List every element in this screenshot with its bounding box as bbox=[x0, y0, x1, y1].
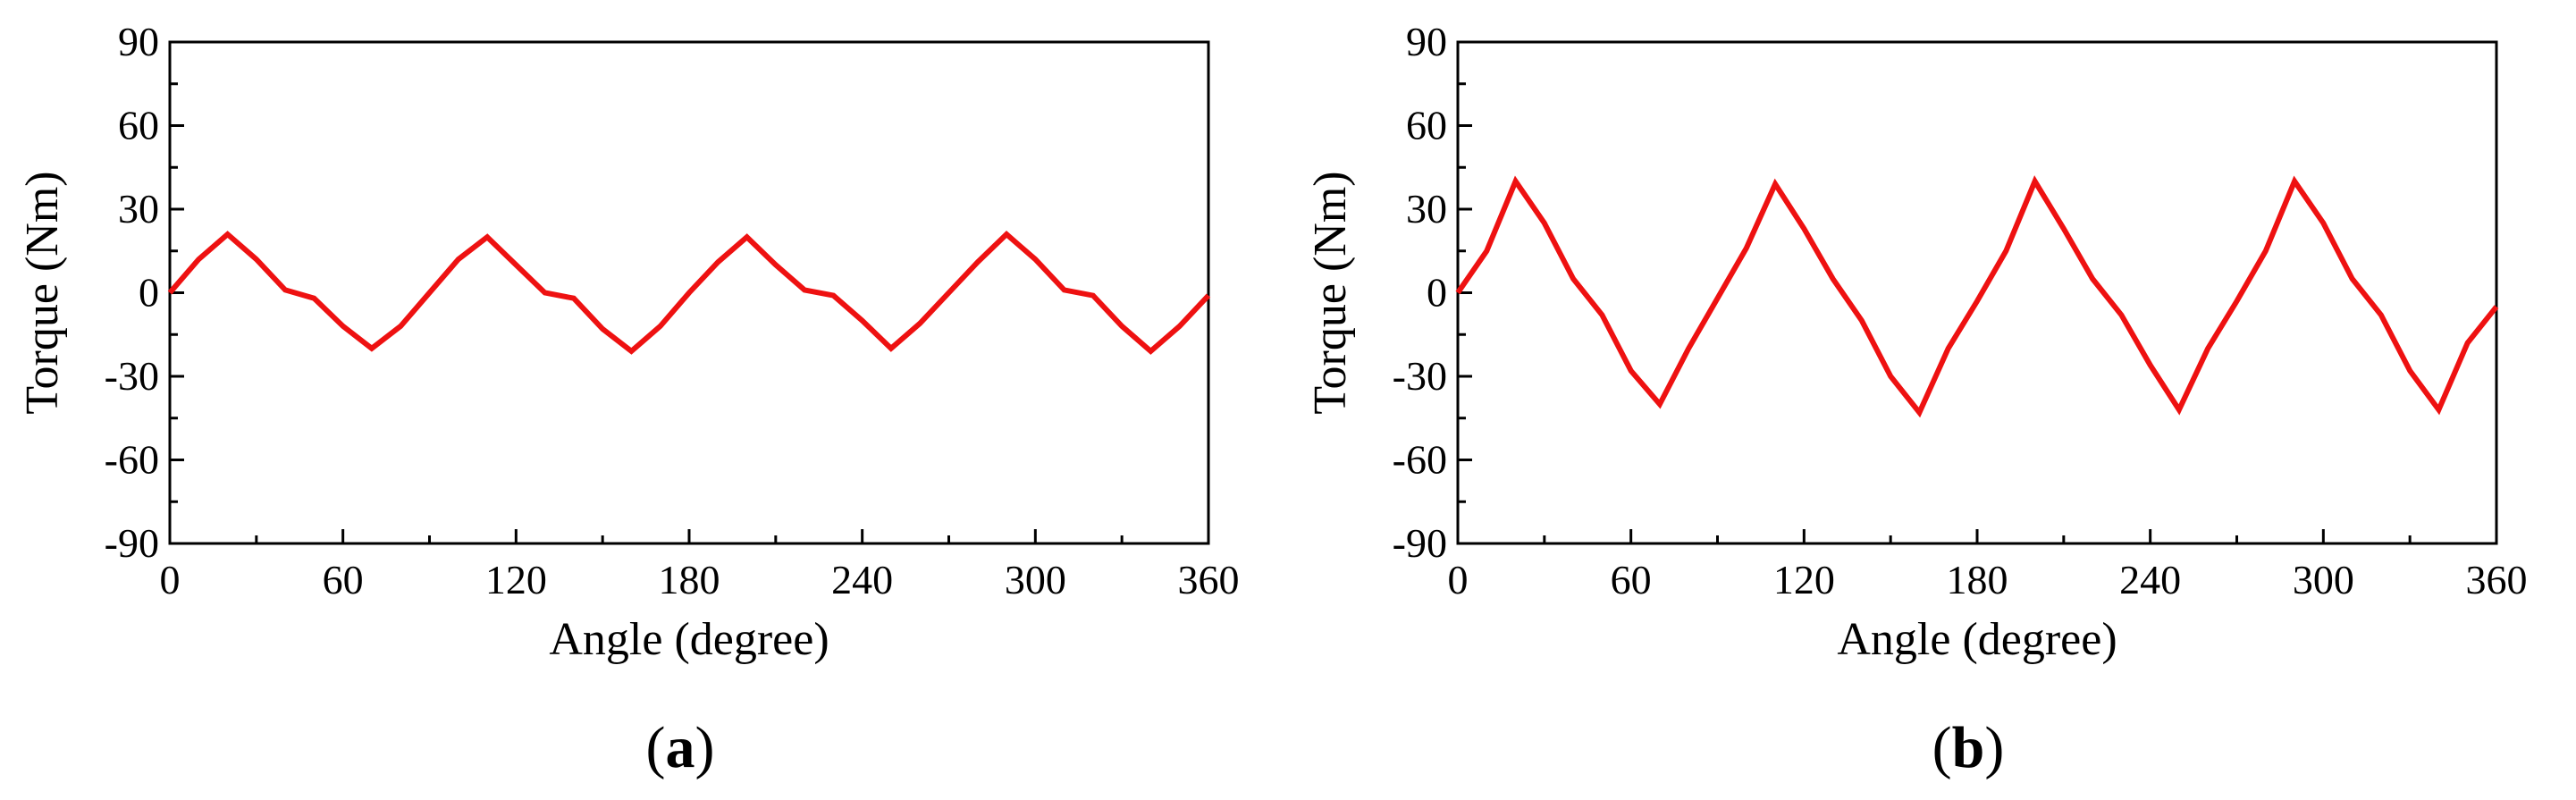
x-tick-label: 240 bbox=[2119, 557, 2181, 602]
plot-frame bbox=[1456, 40, 2498, 545]
y-axis-title: Torque (Nm) bbox=[17, 171, 68, 414]
x-tick-label: 0 bbox=[160, 557, 181, 602]
y-tick-label: -30 bbox=[105, 353, 159, 399]
x-tick-label: 180 bbox=[1947, 557, 2008, 602]
y-tick-label: 90 bbox=[1406, 19, 1447, 64]
x-tick-label: 60 bbox=[1611, 557, 1652, 602]
x-tick-label: 360 bbox=[1178, 557, 1240, 602]
x-tick-label: 300 bbox=[2293, 557, 2354, 602]
panel-label: (b) bbox=[1932, 715, 2005, 780]
x-tick-label: 120 bbox=[485, 557, 547, 602]
y-tick-label: 60 bbox=[118, 103, 159, 148]
y-tick-label: -60 bbox=[1393, 437, 1447, 483]
x-axis-title: Angle (degree) bbox=[549, 614, 829, 665]
y-tick-label: -60 bbox=[105, 437, 159, 483]
x-tick-label: 120 bbox=[1773, 557, 1835, 602]
x-tick-label: 360 bbox=[2466, 557, 2528, 602]
y-axis-title: Torque (Nm) bbox=[1305, 171, 1356, 414]
x-tick-label: 0 bbox=[1448, 557, 1469, 602]
torque-series-line bbox=[1455, 175, 2499, 418]
x-tick-label: 60 bbox=[323, 557, 364, 602]
y-tick-label: 90 bbox=[118, 19, 159, 64]
torque-series-line bbox=[167, 231, 1211, 355]
y-tick-label: -90 bbox=[1393, 520, 1447, 566]
x-tick-label: 180 bbox=[659, 557, 720, 602]
y-tick-label: 0 bbox=[1427, 270, 1447, 316]
x-axis-title: Angle (degree) bbox=[1837, 614, 2117, 665]
y-tick-label: 30 bbox=[1406, 186, 1447, 232]
y-tick-label: -30 bbox=[1393, 353, 1447, 399]
y-tick-label: 60 bbox=[1406, 103, 1447, 148]
y-tick-label: -90 bbox=[105, 520, 159, 566]
y-tick-label: 0 bbox=[139, 270, 159, 316]
panel-label: (a) bbox=[646, 715, 715, 780]
y-tick-label: 30 bbox=[118, 186, 159, 232]
x-tick-label: 300 bbox=[1005, 557, 1066, 602]
x-tick-label: 240 bbox=[831, 557, 893, 602]
